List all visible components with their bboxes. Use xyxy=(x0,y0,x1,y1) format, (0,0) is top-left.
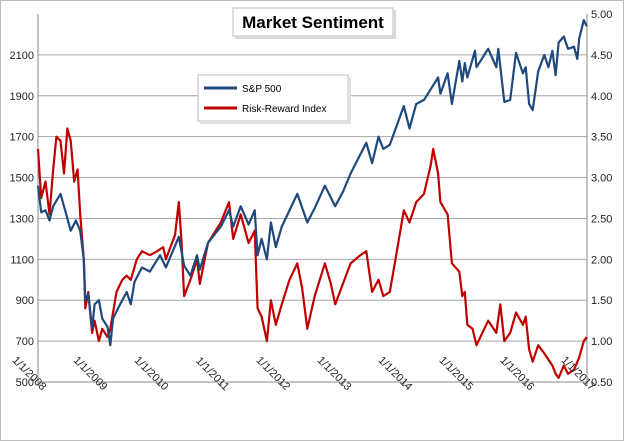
y-left-tick-label: 500 xyxy=(16,377,34,389)
y-left-tick-label: 700 xyxy=(16,336,34,348)
legend-label-risk-reward: Risk-Reward Index xyxy=(242,104,326,115)
y-right-tick-label: 4.00 xyxy=(591,91,612,103)
x-tick-label: 1/1/2013 xyxy=(315,354,354,393)
y-right-tick-label: 2.00 xyxy=(591,254,612,266)
x-tick-label: 1/1/2010 xyxy=(132,354,171,393)
legend-label-sp500: S&P 500 xyxy=(242,84,282,95)
y-left-tick-label: 1300 xyxy=(10,213,34,225)
y-left-tick-label: 1100 xyxy=(10,254,34,266)
chart-title-box: Market Sentiment xyxy=(232,7,396,39)
y-right-tick-label: 3.50 xyxy=(591,132,612,144)
y-left-tick-label: 1500 xyxy=(10,173,34,185)
y-right-tick-labels: 0.50 1.00 1.50 2.00 2.50 3.00 3.50 4.00 4.50 5.00 xyxy=(591,9,612,389)
series-line-risk-reward xyxy=(36,127,588,379)
y-right-tick-label: 1.50 xyxy=(591,295,612,307)
x-tick-label: 1/1/2011 xyxy=(193,355,231,393)
y-left-tick-label: 900 xyxy=(16,295,34,307)
y-right-tick-label: 0.50 xyxy=(591,377,612,389)
x-tick-label: 1/1/2015 xyxy=(437,354,476,393)
legend: S&P 500 Risk-Reward Index xyxy=(197,74,351,124)
series-lines xyxy=(36,19,588,379)
x-tick-labels: 1/1/2008 1/1/2009 1/1/2010 1/1/2011 1/1/2012… xyxy=(10,354,598,393)
chart-title: Market Sentiment xyxy=(242,13,384,32)
y-left-tick-labels: 500 700 900 1100 1300 1500 1700 1900 2100 xyxy=(10,50,34,389)
x-tick-label: 1/1/2012 xyxy=(254,354,293,393)
y-right-tick-label: 4.50 xyxy=(591,50,612,62)
y-left-tick-label: 2100 xyxy=(10,50,34,62)
x-tick-label: 1/1/2014 xyxy=(376,354,415,393)
y-right-tick-label: 1.00 xyxy=(591,336,612,348)
y-right-tick-label: 2.50 xyxy=(591,213,612,225)
y-right-tick-label: 3.00 xyxy=(591,173,612,185)
y-left-tick-label: 1700 xyxy=(10,132,34,144)
x-tick-label: 1/1/2009 xyxy=(71,354,110,393)
y-right-tick-label: 5.00 xyxy=(591,9,612,21)
x-tick-label: 1/1/2016 xyxy=(497,354,536,393)
series-line-sp500 xyxy=(36,19,588,347)
y-left-tick-label: 1900 xyxy=(10,91,34,103)
